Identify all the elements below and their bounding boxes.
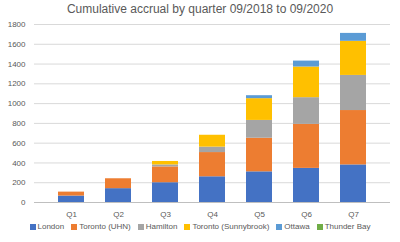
- html-text:Cumulative accrual by quarter: Cumulative accrual by quarter 09/2018 to…: [66, 2, 334, 16]
- svg-text:200: 200: [12, 178, 26, 187]
- svg-text:1400: 1400: [8, 60, 26, 69]
- svg-text:800: 800: [12, 119, 26, 128]
- svg-text:0: 0: [21, 198, 26, 207]
- svg-text:Q4: Q4: [207, 210, 218, 219]
- svg-text:Q7: Q7: [348, 210, 359, 219]
- html-text:London: London: [37, 222, 65, 231]
- html-text:Toronto (UHN): Toronto (UHN): [79, 222, 131, 231]
- svg-text:1800: 1800: [8, 20, 26, 29]
- svg-text:600: 600: [12, 139, 26, 148]
- svg-text:Q2: Q2: [113, 210, 124, 219]
- svg-text:Q3: Q3: [160, 210, 171, 219]
- html-text:Ottawa: Ottawa: [284, 222, 310, 231]
- svg-text:1600: 1600: [8, 40, 26, 49]
- svg-text:Q1: Q1: [66, 210, 77, 219]
- svg-text:400: 400: [12, 159, 26, 168]
- html-text:Hamilton: Hamilton: [145, 222, 178, 231]
- svg-text:1200: 1200: [8, 79, 26, 88]
- html-text:Thunder Bay: Thunder Bay: [324, 222, 371, 231]
- svg-text:1000: 1000: [8, 99, 26, 108]
- html-text:Toronto (Sunnybrook): Toronto (Sunnybrook): [192, 222, 270, 231]
- svg-text:Q5: Q5: [254, 210, 265, 219]
- svg-text:Q6: Q6: [301, 210, 312, 219]
